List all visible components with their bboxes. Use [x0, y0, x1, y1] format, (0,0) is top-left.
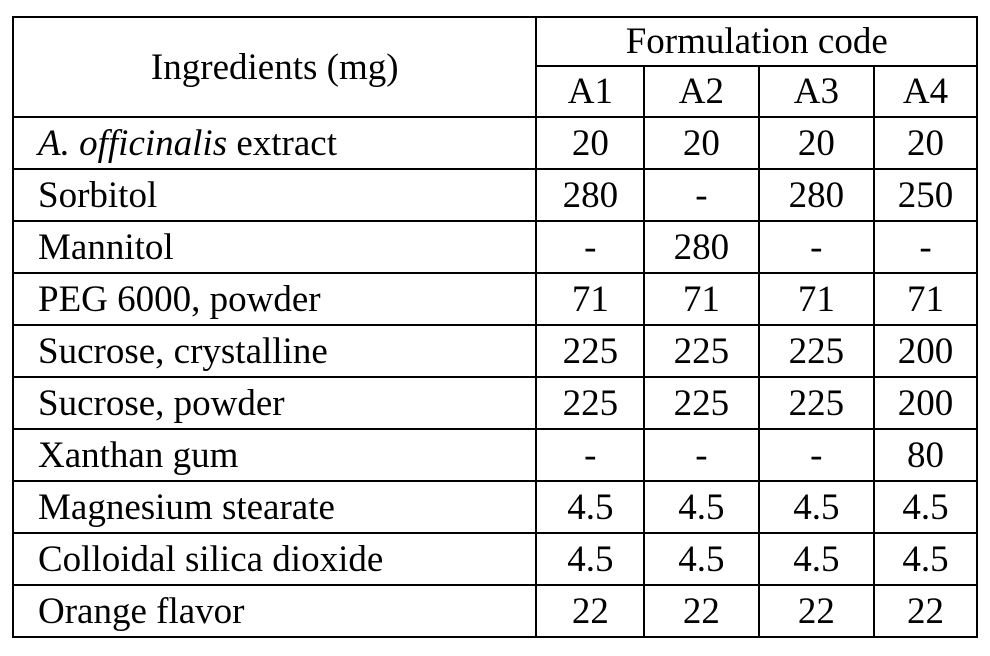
table-row: Xanthan gum - - - 80 — [11, 428, 978, 482]
cell-a3: 71 — [757, 272, 876, 326]
ingredient-label: A. officinalis extract — [11, 116, 538, 170]
cell-a3: 4.5 — [757, 480, 876, 534]
column-header-a2: A2 — [643, 65, 760, 118]
ingredient-label: Mannitol — [11, 220, 538, 274]
cell-a4: 80 — [873, 428, 978, 482]
cell-a2: - — [643, 168, 760, 222]
header-row: Ingredients (mg) Formulation code — [11, 16, 978, 118]
column-header-a3: A3 — [757, 65, 876, 118]
table-row: Mannitol - 280 - - — [11, 220, 978, 274]
table-row: Magnesium stearate 4.5 4.5 4.5 4.5 — [11, 480, 978, 534]
cell-a1: 20 — [535, 116, 646, 170]
cell-a2: 4.5 — [643, 532, 760, 586]
cell-a1: 22 — [535, 584, 646, 638]
cell-a1: 225 — [535, 324, 646, 378]
cell-a1: 4.5 — [535, 480, 646, 534]
cell-a3: 280 — [757, 168, 876, 222]
ingredient-label-italic: A. officinalis — [38, 122, 228, 164]
cell-a4: 71 — [873, 272, 978, 326]
column-header-a1: A1 — [535, 65, 646, 118]
formulation-code-header: Formulation code — [535, 16, 978, 67]
cell-a3: - — [757, 428, 876, 482]
table-row: PEG 6000, powder 71 71 71 71 — [11, 272, 978, 326]
cell-a4: 200 — [873, 376, 978, 430]
cell-a4: 4.5 — [873, 532, 978, 586]
table-row: Orange flavor 22 22 22 22 — [11, 584, 978, 638]
ingredient-label: Xanthan gum — [11, 428, 538, 482]
cell-a4: 22 — [873, 584, 978, 638]
ingredient-label: Magnesium stearate — [11, 480, 538, 534]
cell-a1: 280 — [535, 168, 646, 222]
table-row: Sucrose, powder 225 225 225 200 — [11, 376, 978, 430]
ingredient-label: Colloidal silica dioxide — [11, 532, 538, 586]
table-row: Sorbitol 280 - 280 250 — [11, 168, 978, 222]
cell-a1: 71 — [535, 272, 646, 326]
formulation-table: Ingredients (mg) Formulation code A1 A2 … — [11, 16, 978, 638]
table-row: A. officinalis extract 20 20 20 20 — [11, 116, 978, 170]
cell-a3: 20 — [757, 116, 876, 170]
cell-a4: 200 — [873, 324, 978, 378]
ingredient-label-text: extract — [227, 122, 338, 164]
cell-a2: 4.5 — [643, 480, 760, 534]
cell-a3: 22 — [757, 584, 876, 638]
ingredient-label: Sucrose, powder — [11, 376, 538, 430]
cell-a4: 20 — [873, 116, 978, 170]
cell-a3: 4.5 — [757, 532, 876, 586]
ingredient-label: Sorbitol — [11, 168, 538, 222]
cell-a3: 225 — [757, 376, 876, 430]
cell-a3: - — [757, 220, 876, 274]
table-row: Sucrose, crystalline 225 225 225 200 — [11, 324, 978, 378]
cell-a1: - — [535, 220, 646, 274]
cell-a1: 4.5 — [535, 532, 646, 586]
ingredient-label: Orange flavor — [11, 584, 538, 638]
cell-a2: 22 — [643, 584, 760, 638]
ingredient-label: PEG 6000, powder — [11, 272, 538, 326]
ingredients-header: Ingredients (mg) — [11, 16, 538, 118]
cell-a2: - — [643, 428, 760, 482]
table-row: Colloidal silica dioxide 4.5 4.5 4.5 4.5 — [11, 532, 978, 586]
cell-a2: 225 — [643, 376, 760, 430]
column-header-a4: A4 — [873, 65, 978, 118]
cell-a1: 225 — [535, 376, 646, 430]
cell-a4: 4.5 — [873, 480, 978, 534]
cell-a4: 250 — [873, 168, 978, 222]
cell-a2: 225 — [643, 324, 760, 378]
cell-a4: - — [873, 220, 978, 274]
cell-a2: 71 — [643, 272, 760, 326]
cell-a1: - — [535, 428, 646, 482]
cell-a2: 20 — [643, 116, 760, 170]
code-header-row: A1 A2 A3 A4 — [13, 65, 978, 118]
cell-a2: 280 — [643, 220, 760, 274]
cell-a3: 225 — [757, 324, 876, 378]
ingredient-label: Sucrose, crystalline — [11, 324, 538, 378]
